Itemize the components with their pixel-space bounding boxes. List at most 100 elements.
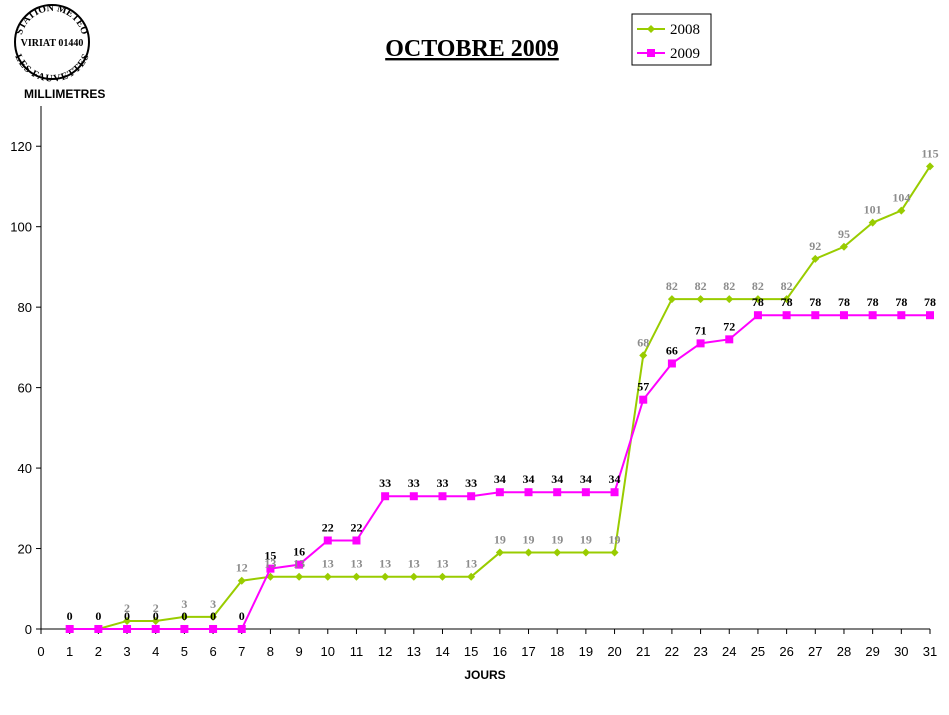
x-tick-label: 23 — [693, 644, 707, 659]
station-stamp: STATION METEO VIRIAT 01440 LES FAUVETTES — [12, 3, 92, 85]
stamp-top-text: STATION METEO — [14, 3, 90, 36]
square-marker — [610, 488, 619, 497]
data-label: 13 — [379, 557, 391, 571]
data-label: 34 — [580, 472, 592, 486]
diamond-marker — [868, 218, 877, 227]
diamond-marker — [667, 295, 676, 304]
diamond-marker — [725, 295, 734, 304]
square-marker — [438, 492, 447, 501]
diamond-marker — [495, 548, 504, 557]
x-tick-label: 4 — [152, 644, 159, 659]
y-tick-label: 120 — [10, 139, 32, 154]
x-tick-label: 6 — [209, 644, 216, 659]
data-label: 92 — [809, 239, 821, 253]
data-label: 3 — [181, 597, 187, 611]
x-tick-label: 25 — [751, 644, 765, 659]
legend-label: 2009 — [670, 46, 700, 62]
y-axis-label: MILLIMETRES — [24, 87, 105, 101]
data-label: 82 — [723, 279, 735, 293]
data-label: 2 — [153, 601, 159, 615]
data-label: 33 — [436, 476, 448, 490]
data-label: 13 — [350, 557, 362, 571]
data-label: 82 — [695, 279, 707, 293]
data-label: 33 — [465, 476, 477, 490]
data-label: 13 — [293, 557, 305, 571]
square-marker — [753, 311, 762, 320]
data-label: 0 — [67, 609, 73, 623]
x-tick-label: 5 — [181, 644, 188, 659]
data-label: 13 — [322, 557, 334, 571]
x-tick-label: 27 — [808, 644, 822, 659]
data-label: 12 — [236, 561, 248, 575]
x-tick-label: 9 — [295, 644, 302, 659]
x-tick-label: 1 — [66, 644, 73, 659]
square-marker — [123, 625, 132, 633]
diamond-marker — [237, 576, 246, 585]
x-tick-label: 2 — [95, 644, 102, 659]
data-label: 0 — [210, 609, 216, 623]
x-axis-label: JOURS — [464, 668, 505, 682]
square-marker — [381, 492, 390, 501]
square-marker — [696, 339, 705, 348]
diamond-marker — [839, 242, 848, 251]
square-marker — [811, 311, 820, 320]
data-label: 115 — [921, 146, 938, 160]
data-label: 68 — [637, 335, 649, 349]
y-tick-label: 40 — [18, 461, 32, 476]
x-tick-label: 21 — [636, 644, 650, 659]
x-tick-label: 0 — [37, 644, 44, 659]
data-label: 104 — [892, 191, 910, 205]
data-label: 0 — [124, 609, 130, 623]
data-label: 82 — [781, 279, 793, 293]
data-label: 16 — [293, 545, 305, 559]
square-marker — [926, 311, 934, 320]
diamond-marker — [381, 572, 390, 581]
diamond-marker — [753, 295, 762, 304]
y-tick-label: 80 — [18, 300, 32, 315]
square-marker — [667, 359, 676, 368]
x-tick-label: 17 — [521, 644, 535, 659]
square-marker — [782, 311, 791, 320]
y-tick-label: 0 — [25, 622, 32, 637]
diamond-marker — [151, 616, 160, 625]
square-marker — [94, 625, 103, 633]
square-marker — [524, 488, 533, 497]
data-label: 13 — [264, 557, 276, 571]
square-marker — [409, 492, 418, 501]
legend: 2008 2009 — [631, 13, 712, 66]
x-tick-label: 3 — [123, 644, 130, 659]
square-marker — [352, 536, 361, 545]
stamp-bottom-text: LES FAUVETTES — [12, 52, 92, 84]
diamond-marker — [647, 25, 655, 33]
x-tick-label: 26 — [779, 644, 793, 659]
legend-box — [631, 13, 712, 66]
data-label: 95 — [838, 227, 850, 241]
diamond-marker — [524, 548, 533, 557]
x-tick-label: 12 — [378, 644, 392, 659]
diamond-marker — [897, 206, 906, 215]
diamond-marker — [639, 351, 648, 360]
data-label: 19 — [609, 533, 621, 547]
series-2008 — [65, 162, 934, 633]
data-label: 22 — [350, 520, 362, 534]
data-label: 34 — [551, 472, 563, 486]
diamond-marker — [610, 548, 619, 557]
data-label: 22 — [322, 520, 334, 534]
data-label: 3 — [210, 597, 216, 611]
data-label: 15 — [264, 549, 276, 563]
data-label: 71 — [695, 323, 707, 337]
square-marker — [553, 488, 562, 497]
y-tick-label: 100 — [10, 220, 32, 235]
data-label: 19 — [494, 533, 506, 547]
diamond-marker — [581, 548, 590, 557]
diamond-marker — [352, 572, 361, 581]
chart-title: OCTOBRE 2009 — [385, 36, 559, 62]
y-tick-label: 60 — [18, 381, 32, 396]
data-label: 34 — [609, 472, 621, 486]
x-tick-label: 22 — [665, 644, 679, 659]
diamond-marker — [553, 548, 562, 557]
data-label: 0 — [153, 609, 159, 623]
data-label: 0 — [181, 609, 187, 623]
data-label: 34 — [494, 472, 506, 486]
